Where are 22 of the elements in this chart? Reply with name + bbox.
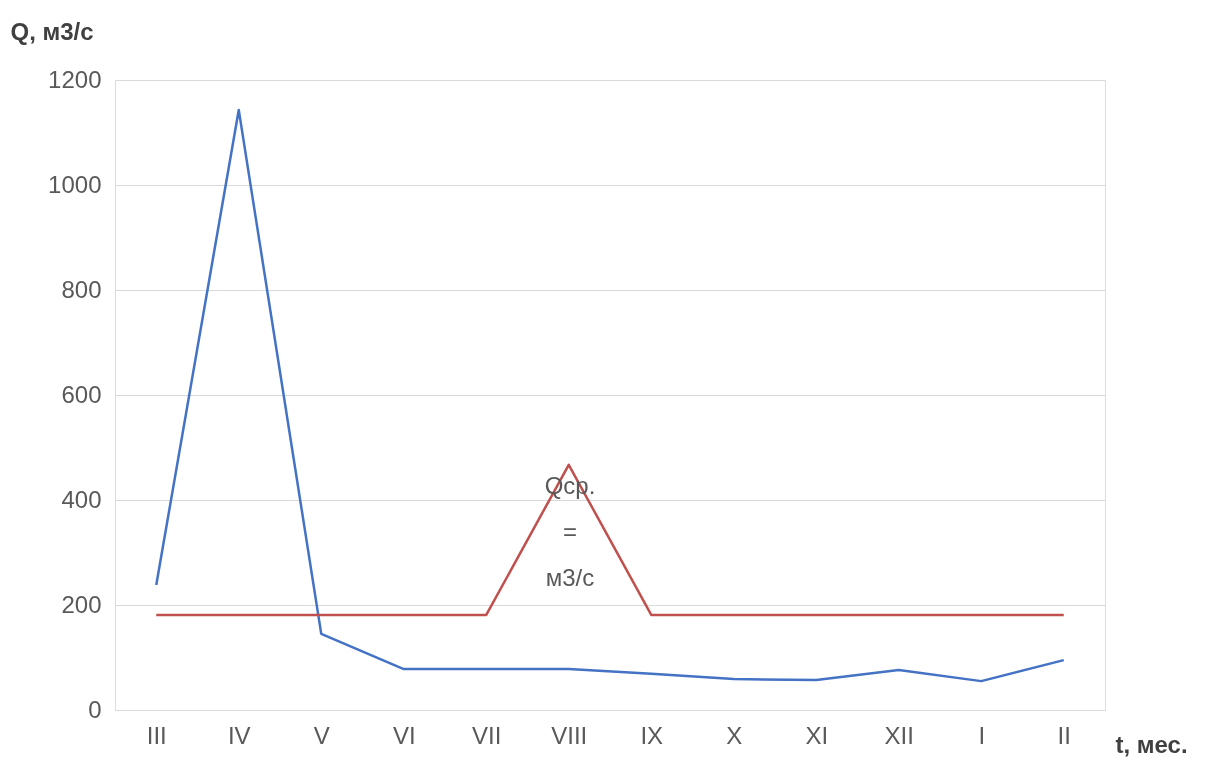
x-tick-label: V <box>313 721 330 749</box>
y-tick-label: 400 <box>61 485 102 513</box>
x-tick-label: VI <box>392 721 416 749</box>
x-tick-label: IV <box>227 721 251 749</box>
x-tick-label: III <box>146 721 167 749</box>
y-tick-label: 1000 <box>48 170 102 198</box>
x-tick-label: II <box>1057 721 1071 749</box>
x-tick-label: VII <box>472 721 502 749</box>
y-tick-label: 200 <box>61 590 102 618</box>
x-tick-label: IX <box>640 721 664 749</box>
y-tick-label: 0 <box>88 695 102 723</box>
x-tick-label: I <box>978 721 986 749</box>
y-tick-label: 800 <box>61 275 102 303</box>
y-axis-title: Q, м3/с <box>10 17 94 45</box>
x-tick-label: VIII <box>551 721 588 749</box>
x-tick-label: XI <box>805 721 829 749</box>
y-tick-label: 600 <box>61 380 102 408</box>
y-tick-label: 1200 <box>48 65 102 93</box>
x-tick-label: XII <box>884 721 914 749</box>
x-tick-label: X <box>726 721 743 749</box>
line-series <box>155 108 1065 683</box>
x-axis-title: t, мес. <box>1115 730 1188 758</box>
